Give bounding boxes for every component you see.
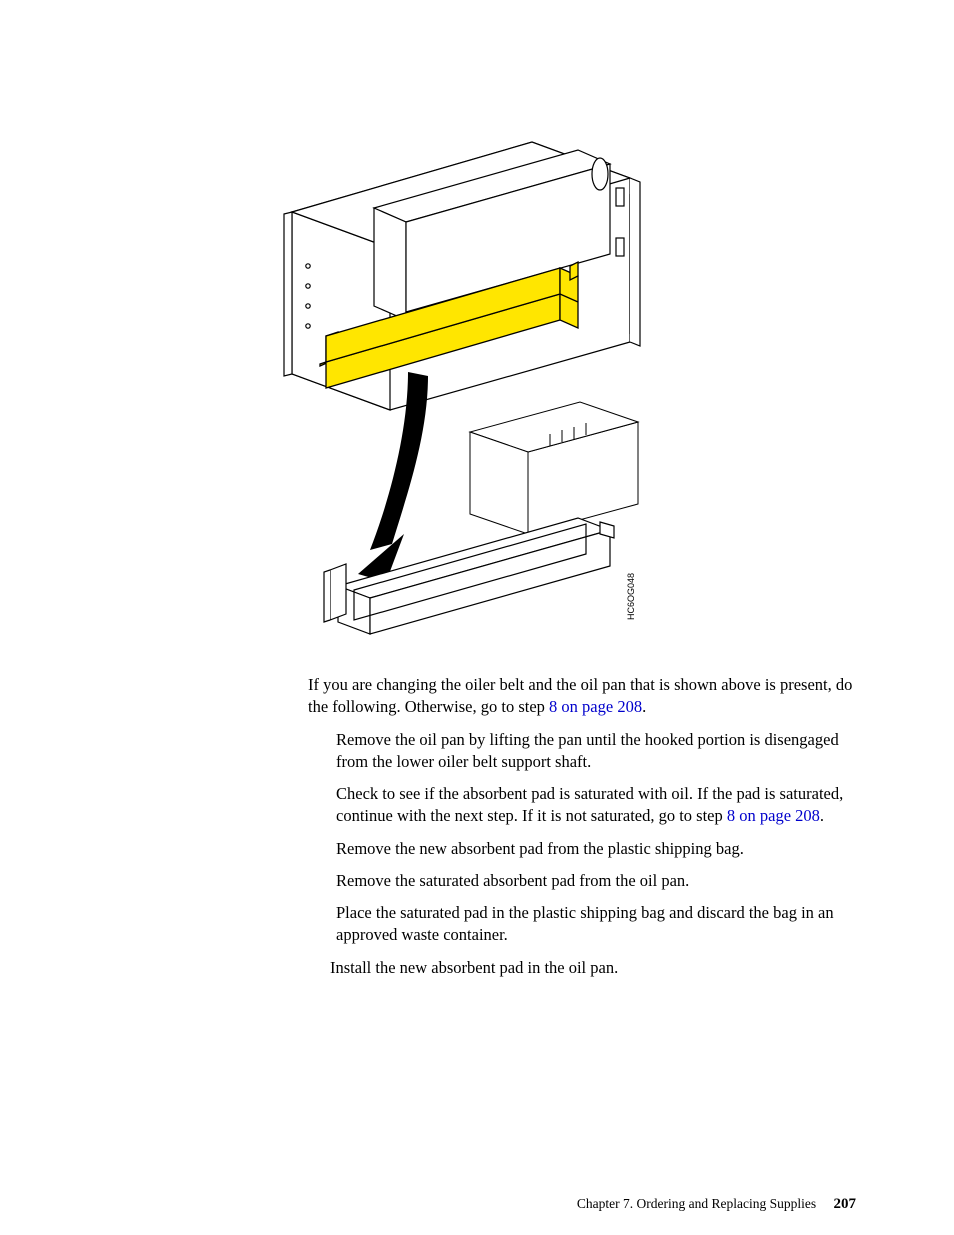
para-intro-b: .	[642, 697, 646, 716]
page: HC6OG048 If you are changing the oiler b…	[0, 0, 954, 1235]
step-a: Remove the oil pan by lifting the pan un…	[336, 729, 862, 774]
xref-step8-2[interactable]: 8 on page 208	[727, 806, 820, 825]
step-b-b: .	[820, 806, 824, 825]
para-intro: If you are changing the oiler belt and t…	[308, 674, 862, 719]
footer-page-number: 207	[834, 1196, 857, 1212]
footer-chapter: Chapter 7. Ordering and Replacing Suppli…	[577, 1196, 816, 1211]
page-footer: Chapter 7. Ordering and Replacing Suppli…	[577, 1196, 856, 1213]
step-c: Remove the new absorbent pad from the pl…	[336, 838, 862, 860]
step-d: Remove the saturated absorbent pad from …	[336, 870, 862, 892]
body-text: If you are changing the oiler belt and t…	[308, 674, 862, 989]
step-b: Check to see if the absorbent pad is sat…	[336, 783, 862, 828]
figure-code: HC6OG048	[626, 573, 636, 620]
xref-step8-1[interactable]: 8 on page 208	[549, 697, 642, 716]
figure-oiler: HC6OG048	[278, 134, 666, 654]
step-f: Install the new absorbent pad in the oil…	[330, 957, 862, 979]
figure-svg: HC6OG048	[278, 134, 666, 654]
step-e: Place the saturated pad in the plastic s…	[336, 902, 862, 947]
